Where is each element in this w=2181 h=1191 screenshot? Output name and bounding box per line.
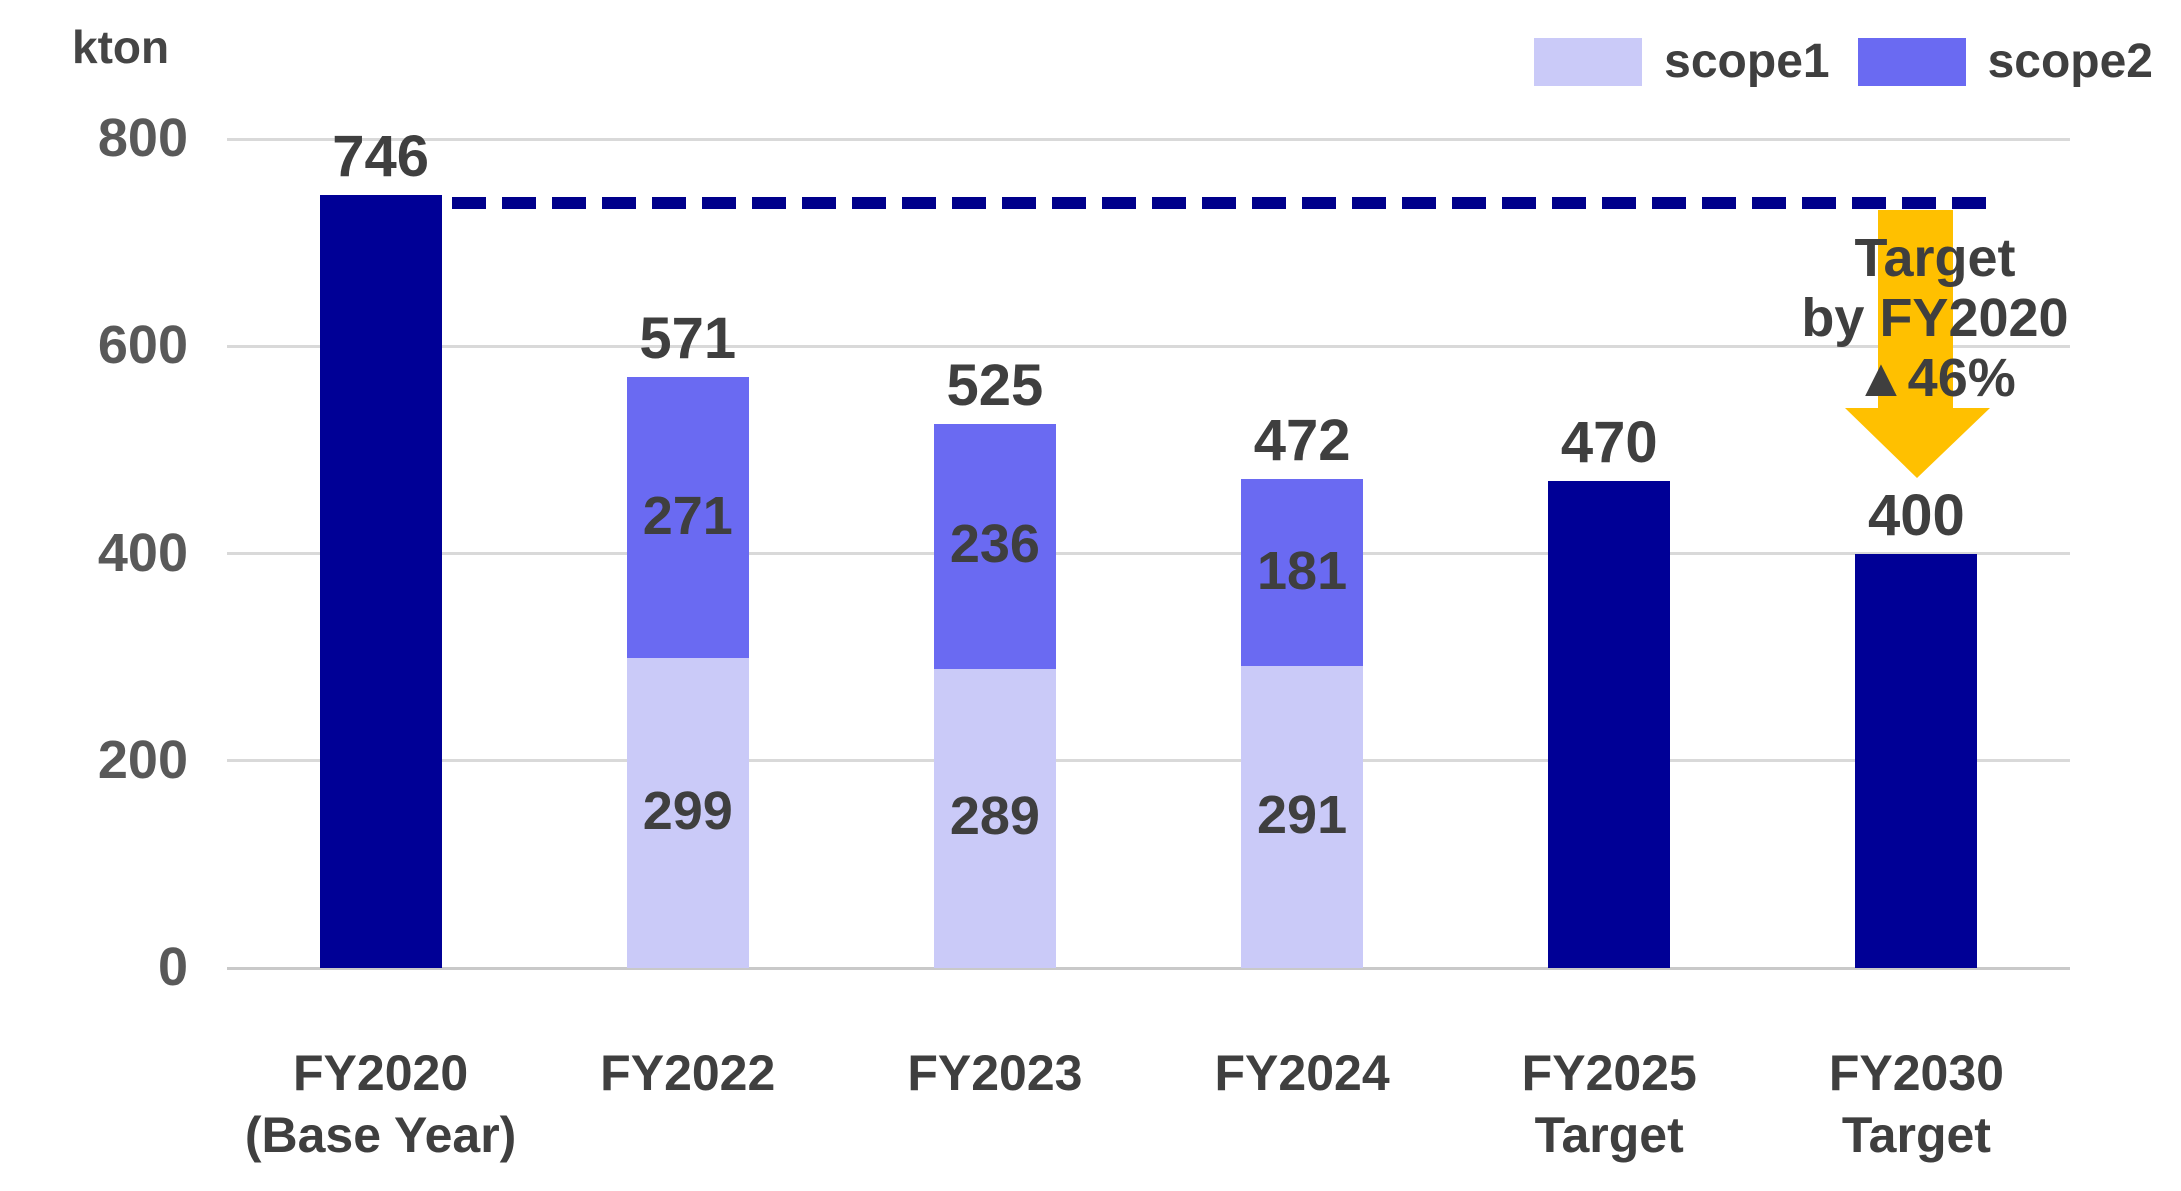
target-annotation: Target by FY2020 ▲46%	[1740, 228, 2130, 408]
legend-item-scope1: scope1	[1534, 34, 1830, 89]
y-tick-label-0: 0	[157, 937, 188, 997]
category-label-1: FY2020 (Base Year)	[207, 1042, 554, 1166]
bar-3-segment-scope2: 236	[933, 423, 1056, 669]
category-label-line: Target	[1841, 1107, 1991, 1163]
bar-2-segment-scope2: 271	[626, 377, 749, 659]
bar-1-segment-total	[319, 194, 442, 968]
bar-6-segment-total	[1855, 553, 1978, 968]
y-tick-label-800: 800	[97, 108, 188, 168]
category-label-3: FY2023	[821, 1042, 1168, 1104]
bar-2-segment-scope1: 299	[626, 658, 749, 968]
category-label-line: (Base Year)	[244, 1107, 517, 1163]
total-value-label-4: 472	[1253, 407, 1351, 473]
category-label-line: FY2024	[1214, 1045, 1390, 1101]
gridline-800	[227, 137, 2070, 141]
bar-3-segment-scope1: 289	[933, 668, 1056, 968]
category-label-2: FY2022	[514, 1042, 861, 1104]
category-label-line: FY2023	[907, 1045, 1083, 1101]
gridline-600	[227, 344, 2070, 348]
category-label-line: FY2020	[293, 1045, 469, 1101]
category-label-5: FY2025 Target	[1436, 1042, 1783, 1166]
gridline-0	[227, 966, 2070, 970]
segment-value-label-scope1: 291	[1257, 785, 1348, 846]
bar-4-segment-scope1: 291	[1241, 666, 1364, 968]
category-label-line: FY2030	[1828, 1045, 2004, 1101]
annotation-line-3: ▲46%	[1854, 348, 2016, 408]
segment-value-label-scope1: 289	[949, 786, 1040, 847]
scope2-swatch-icon	[1857, 37, 1966, 86]
y-tick-label-200: 200	[97, 729, 188, 790]
category-label-6: FY2030 Target	[1743, 1042, 2090, 1166]
legend-label-scope2: scope2	[1987, 35, 2153, 88]
legend: scope1 scope2	[1534, 34, 2153, 89]
category-label-line: FY2025	[1521, 1045, 1697, 1101]
gridline-400	[227, 552, 2070, 555]
bar-4-segment-scope2: 181	[1241, 478, 1364, 667]
y-axis-unit-label: kton	[72, 21, 170, 73]
category-label-line: FY2022	[600, 1045, 776, 1101]
legend-label-scope1: scope1	[1664, 35, 1830, 88]
segment-value-label-scope1: 299	[642, 781, 733, 842]
segment-value-label-scope2: 236	[949, 514, 1040, 575]
total-value-label-3: 525	[946, 352, 1044, 418]
annotation-line-1: Target	[1854, 228, 2016, 288]
bar-5-segment-total	[1548, 480, 1671, 968]
segment-value-label-scope2: 181	[1257, 540, 1348, 601]
category-label-line: Target	[1534, 1107, 1684, 1163]
category-label-4: FY2024	[1129, 1042, 1476, 1104]
annotation-line-2: by FY2020	[1801, 288, 2069, 348]
baseline-reference-dashed-line	[452, 196, 1995, 209]
reduction-arrow-icon	[1845, 210, 1990, 478]
y-tick-label-400: 400	[97, 522, 188, 583]
segment-value-label-scope2: 271	[642, 485, 733, 546]
legend-item-scope2: scope2	[1857, 34, 2153, 89]
total-value-label-1: 746	[332, 123, 429, 189]
y-tick-label-600: 600	[97, 315, 188, 376]
gridline-200	[227, 759, 2070, 763]
total-value-label-5: 470	[1560, 409, 1658, 475]
total-value-label-6: 400	[1868, 482, 1965, 548]
scope1-swatch-icon	[1534, 37, 1643, 86]
total-value-label-2: 571	[639, 306, 737, 372]
